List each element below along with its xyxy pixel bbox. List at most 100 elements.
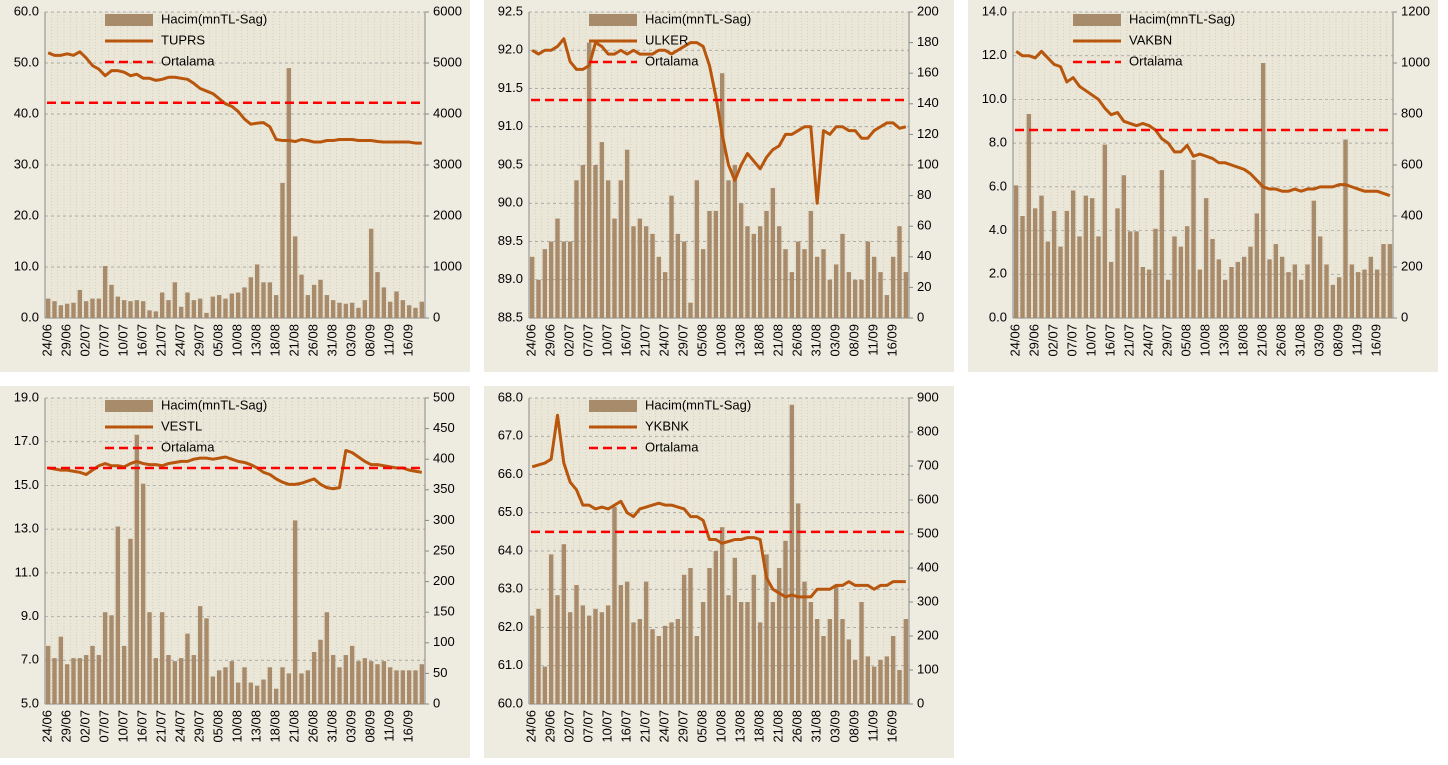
x-tick-label: 02/07 <box>78 324 93 357</box>
bar <box>719 527 725 704</box>
y2-tick-label: 200 <box>433 573 455 588</box>
bar <box>852 279 858 318</box>
bar <box>229 293 235 318</box>
y2-tick-label: 450 <box>433 420 455 435</box>
bar <box>1077 236 1082 318</box>
bar <box>802 249 807 318</box>
bar <box>64 664 70 704</box>
y-tick-label: 50.0 <box>14 54 39 69</box>
x-tick-label: 16/09 <box>885 324 900 357</box>
y-tick-label: 5.0 <box>21 695 39 710</box>
x-tick-label: 16/09 <box>885 710 900 743</box>
x-tick-label: 05/08 <box>695 324 710 357</box>
bar <box>846 272 852 318</box>
bar <box>878 659 883 704</box>
bar <box>574 585 579 704</box>
y-tick-label: 91.0 <box>498 118 523 133</box>
y-tick-label: 30.0 <box>14 156 39 171</box>
x-tick-label: 10/07 <box>600 324 615 357</box>
bar <box>650 233 655 318</box>
x-tick-label: 08/09 <box>363 324 378 357</box>
y2-tick-label: 140 <box>917 95 939 110</box>
bar <box>185 292 190 318</box>
bar <box>330 655 336 704</box>
y2-tick-label: 0 <box>917 309 924 324</box>
bar <box>109 284 114 318</box>
bar <box>1248 246 1253 318</box>
y2-tick-label: 0 <box>433 695 440 710</box>
y2-tick-label: 900 <box>917 389 939 404</box>
x-tick-label: 05/08 <box>695 710 710 743</box>
bar <box>406 305 412 318</box>
bar <box>1165 279 1171 318</box>
x-tick-label: 21/08 <box>1255 324 1270 357</box>
legend-label: Ortalama <box>161 53 215 68</box>
bar <box>624 149 630 318</box>
bar <box>859 602 864 704</box>
bar <box>840 619 845 704</box>
bar <box>1146 269 1152 318</box>
bar <box>121 300 127 318</box>
bar <box>305 295 311 318</box>
bar <box>337 302 342 318</box>
y-tick-label: 15.0 <box>14 477 39 492</box>
legend-swatch <box>105 400 153 412</box>
bar <box>121 645 127 704</box>
bar <box>548 241 554 318</box>
bar <box>707 210 712 318</box>
x-tick-label: 29/06 <box>543 710 558 743</box>
x-tick-label: 21/07 <box>154 710 169 743</box>
bar <box>795 503 801 704</box>
x-tick-label: 05/08 <box>1179 324 1194 357</box>
bar <box>814 256 820 318</box>
x-tick-label: 11/09 <box>866 324 881 356</box>
y2-tick-label: 400 <box>1401 207 1423 222</box>
y-tick-label: 90.0 <box>498 195 523 210</box>
bar <box>802 581 807 704</box>
bar <box>223 667 228 704</box>
bar <box>618 585 624 704</box>
x-tick-label: 11/09 <box>382 324 397 356</box>
chart-panel: 60.0 61.0 62.0 63.0 64.0 65.0 66.0 67.0 68.0 0 100… <box>484 386 954 758</box>
x-tick-label: 24/06 <box>1008 324 1023 357</box>
bar <box>286 68 292 318</box>
bar <box>311 651 317 704</box>
x-tick-label: 18/08 <box>752 324 767 357</box>
x-tick-label: 24/07 <box>657 324 672 357</box>
bar <box>134 300 140 318</box>
y2-tick-label: 800 <box>1401 105 1423 120</box>
bar <box>178 658 184 704</box>
legend-label: YKBNK <box>645 418 689 433</box>
price-line <box>47 50 422 145</box>
bar <box>242 287 247 318</box>
bar <box>311 284 317 318</box>
bar <box>694 180 700 318</box>
x-tick-label: 29/06 <box>1027 324 1042 357</box>
bar <box>884 295 890 318</box>
x-tick-label: 16/07 <box>1103 324 1118 357</box>
bar <box>776 568 782 704</box>
bar <box>612 218 617 318</box>
x-tick-label: 31/08 <box>809 710 824 743</box>
x-tick-label: 18/08 <box>1236 324 1251 357</box>
x-tick-label: 24/06 <box>524 324 539 357</box>
price-line <box>531 413 906 599</box>
bar <box>599 612 605 704</box>
y2-tick-label: 0 <box>917 695 924 710</box>
x-tick-label: 26/08 <box>1274 324 1289 357</box>
bar <box>83 655 89 704</box>
bar <box>235 682 241 704</box>
bar <box>745 602 750 704</box>
x-tick-label: 08/09 <box>1331 324 1346 357</box>
bar <box>637 218 643 318</box>
bar <box>631 622 636 704</box>
x-tick-label: 16/09 <box>401 324 416 357</box>
x-tick-label: 29/07 <box>192 710 207 743</box>
bar <box>662 272 668 318</box>
bar <box>586 615 592 704</box>
y2-tick-label: 1200 <box>1401 3 1430 18</box>
bar <box>1336 277 1342 318</box>
x-tick-label: 10/07 <box>116 324 131 357</box>
bar <box>242 667 247 704</box>
bar <box>216 295 222 318</box>
